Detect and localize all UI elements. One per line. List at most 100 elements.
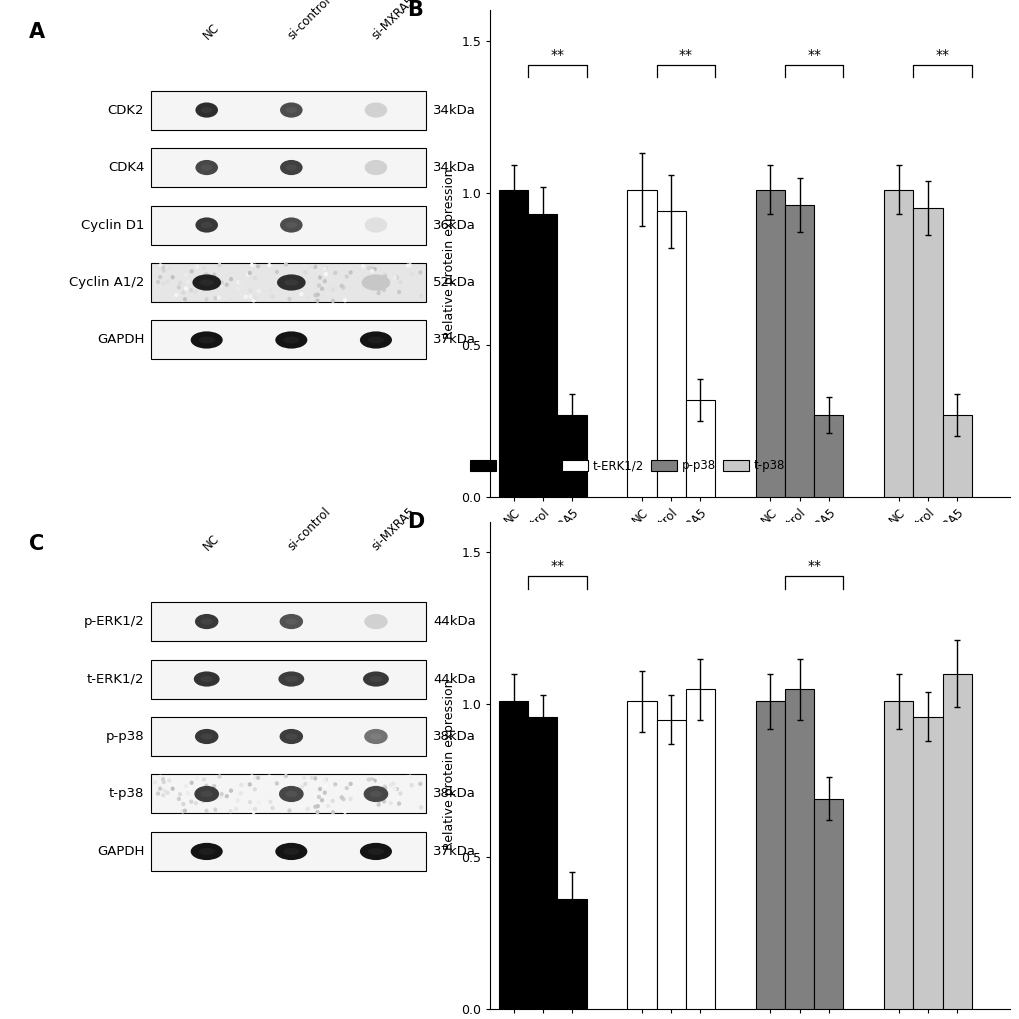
Circle shape <box>326 293 329 296</box>
Circle shape <box>382 287 385 290</box>
Circle shape <box>291 799 294 802</box>
Text: si-control: si-control <box>285 505 333 553</box>
Circle shape <box>202 800 205 803</box>
Bar <box>942 415 971 497</box>
Circle shape <box>184 799 187 802</box>
Y-axis label: Relative protein expression: Relative protein expression <box>442 680 455 851</box>
Circle shape <box>249 807 252 810</box>
Circle shape <box>303 776 306 780</box>
Circle shape <box>287 298 290 301</box>
Circle shape <box>367 267 370 269</box>
Circle shape <box>368 787 371 790</box>
Circle shape <box>205 785 208 788</box>
Circle shape <box>306 296 309 299</box>
Circle shape <box>419 271 421 274</box>
Ellipse shape <box>370 791 382 797</box>
Ellipse shape <box>285 164 297 170</box>
Circle shape <box>367 779 370 781</box>
Circle shape <box>253 788 256 791</box>
Circle shape <box>293 283 296 286</box>
Circle shape <box>186 280 190 283</box>
Text: **: ** <box>806 559 820 574</box>
Circle shape <box>291 287 294 290</box>
Circle shape <box>236 280 239 283</box>
Circle shape <box>323 791 326 794</box>
Text: CDK4: CDK4 <box>108 161 144 174</box>
Circle shape <box>239 792 243 795</box>
Circle shape <box>304 783 307 786</box>
Text: **: ** <box>550 48 564 62</box>
Circle shape <box>340 284 342 287</box>
Ellipse shape <box>199 336 215 343</box>
Ellipse shape <box>279 613 303 629</box>
Text: si-MXRA5: si-MXRA5 <box>370 0 418 42</box>
Circle shape <box>348 783 352 786</box>
Circle shape <box>203 267 205 269</box>
Circle shape <box>225 795 228 798</box>
Ellipse shape <box>363 672 388 687</box>
Ellipse shape <box>362 274 390 290</box>
Text: **: ** <box>934 48 949 62</box>
Circle shape <box>166 280 169 283</box>
Circle shape <box>316 300 319 302</box>
Ellipse shape <box>201 107 212 113</box>
Text: **: ** <box>550 559 564 574</box>
Circle shape <box>389 272 391 275</box>
Circle shape <box>370 266 373 269</box>
Ellipse shape <box>365 103 387 117</box>
Circle shape <box>251 264 253 267</box>
Ellipse shape <box>369 676 382 682</box>
Circle shape <box>168 779 170 782</box>
Circle shape <box>183 298 186 301</box>
Bar <box>813 799 843 1009</box>
Ellipse shape <box>368 336 383 343</box>
Circle shape <box>323 267 326 270</box>
Bar <box>556 415 586 497</box>
Circle shape <box>202 288 205 291</box>
Bar <box>151 832 426 871</box>
Circle shape <box>157 792 159 795</box>
Bar <box>151 717 426 756</box>
Circle shape <box>314 265 316 268</box>
Circle shape <box>378 799 380 802</box>
Circle shape <box>393 788 395 791</box>
Text: si-control: si-control <box>285 0 333 42</box>
Circle shape <box>210 276 213 279</box>
Circle shape <box>420 806 422 809</box>
Circle shape <box>190 288 193 291</box>
Circle shape <box>324 779 327 782</box>
Ellipse shape <box>199 848 215 855</box>
Ellipse shape <box>285 619 297 625</box>
Circle shape <box>318 788 321 791</box>
Ellipse shape <box>285 734 297 740</box>
Circle shape <box>184 785 187 788</box>
Circle shape <box>249 271 251 274</box>
Circle shape <box>317 796 320 799</box>
Circle shape <box>178 793 181 796</box>
Circle shape <box>284 263 287 266</box>
Circle shape <box>381 275 384 278</box>
Circle shape <box>225 283 228 286</box>
Text: A: A <box>29 22 45 43</box>
Circle shape <box>234 296 237 299</box>
Circle shape <box>395 276 398 279</box>
Circle shape <box>382 288 385 291</box>
Ellipse shape <box>368 848 383 855</box>
Text: GAPDH: GAPDH <box>97 333 144 346</box>
Circle shape <box>174 293 177 297</box>
Text: Cyclin D1: Cyclin D1 <box>81 218 144 231</box>
Circle shape <box>373 780 376 783</box>
Bar <box>785 689 813 1009</box>
Circle shape <box>290 796 292 799</box>
Circle shape <box>393 276 395 279</box>
Circle shape <box>249 289 251 292</box>
Ellipse shape <box>201 222 212 228</box>
Circle shape <box>331 288 334 291</box>
Circle shape <box>290 277 293 280</box>
Ellipse shape <box>200 676 213 682</box>
Circle shape <box>195 802 197 805</box>
Circle shape <box>371 781 373 784</box>
Circle shape <box>314 776 316 780</box>
Circle shape <box>373 268 376 271</box>
Circle shape <box>275 270 278 273</box>
